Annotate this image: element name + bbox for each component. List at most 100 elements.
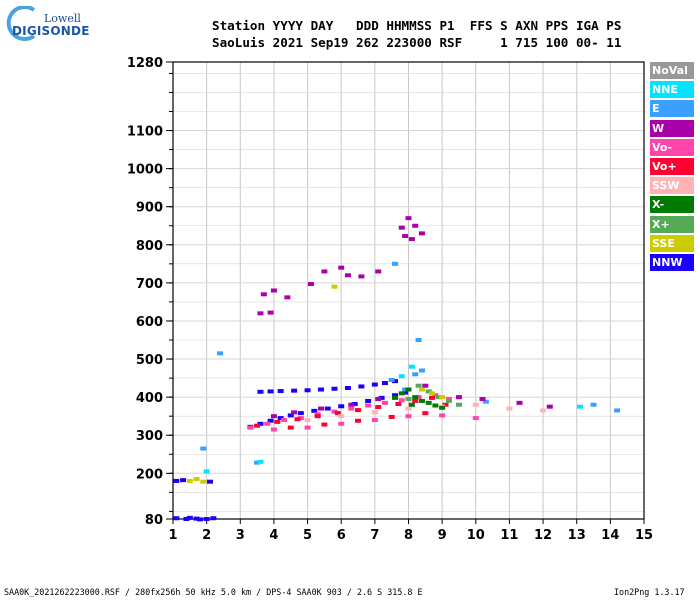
legend-item-x-: X- <box>650 196 694 214</box>
legend-item-nne: NNE <box>650 81 694 99</box>
point-w <box>479 397 486 402</box>
y-tick-label: 800 <box>136 239 163 254</box>
point-vo- <box>365 403 372 408</box>
point-vo- <box>398 398 405 403</box>
point-e <box>402 387 409 392</box>
point-nnw <box>392 379 399 384</box>
point-nnw <box>318 387 325 392</box>
point-ssw <box>371 410 378 415</box>
point-ssw <box>540 408 547 413</box>
point-nnw <box>351 401 358 406</box>
point-nnw <box>267 418 274 423</box>
point-vo- <box>429 395 436 400</box>
point-w <box>348 402 355 407</box>
point-nnw <box>186 515 193 520</box>
point-w <box>318 406 325 411</box>
point-vo- <box>321 422 328 427</box>
y-tick-label: 200 <box>136 467 163 482</box>
point-x- <box>425 400 432 405</box>
point-w <box>546 404 553 409</box>
point-vo- <box>304 425 311 430</box>
y-tick-label: 80 <box>145 513 163 528</box>
point-w <box>402 234 409 239</box>
point-w <box>418 231 425 236</box>
point-nnw <box>183 517 190 521</box>
point-w <box>267 310 274 315</box>
point-nnw <box>381 381 388 386</box>
point-w <box>260 292 267 297</box>
point-nnw <box>365 398 372 403</box>
point-sse <box>418 387 425 392</box>
point-w <box>375 397 382 402</box>
point-ssw <box>405 406 412 411</box>
point-nnw <box>277 389 284 394</box>
point-vo- <box>371 417 378 422</box>
point-vo- <box>442 402 449 407</box>
point-vo- <box>375 405 382 410</box>
footer-info: SAA0K_2021262223000.RSF / 280fx256h 50 k… <box>4 587 423 597</box>
point-w <box>270 414 277 419</box>
point-x- <box>455 402 462 407</box>
point-e <box>217 351 224 356</box>
point-x- <box>398 391 405 396</box>
point-w <box>321 269 328 274</box>
point-nnw <box>291 388 298 393</box>
point-sse <box>186 478 193 483</box>
point-vo- <box>415 395 422 400</box>
y-tick-label: 1000 <box>127 163 163 178</box>
point-nnw <box>257 389 264 394</box>
point-vo- <box>297 416 304 421</box>
x-tick-label: 8 <box>404 528 413 543</box>
point-nnw <box>193 516 200 521</box>
header-line-1: Station YYYY DAY DDD HHMMSS P1 FFS S AXN… <box>212 18 622 33</box>
point-x- <box>432 403 439 408</box>
point-e <box>388 377 395 382</box>
point-x- <box>439 405 446 410</box>
point-w <box>398 225 405 230</box>
point-vo- <box>270 427 277 432</box>
point-x- <box>408 402 415 407</box>
point-vo- <box>274 419 281 424</box>
point-vo- <box>381 400 388 405</box>
logo-arc-icon <box>6 6 36 41</box>
point-ssw <box>472 402 479 407</box>
footer-version: Ion2Png 1.3.17 <box>614 587 685 597</box>
x-tick-label: 5 <box>303 528 312 543</box>
point-w <box>257 311 264 316</box>
point-e <box>254 460 261 465</box>
y-tick-label: 700 <box>136 277 163 292</box>
point-w <box>422 383 429 388</box>
point-nnw <box>210 516 217 521</box>
point-vo- <box>355 418 362 423</box>
x-tick-label: 9 <box>438 528 447 543</box>
point-sse <box>429 391 436 396</box>
point-nnw <box>277 416 284 421</box>
point-nnw <box>203 517 210 521</box>
point-vo- <box>355 408 362 413</box>
point-x- <box>415 383 422 388</box>
point-x- <box>435 395 442 400</box>
point-vo- <box>281 417 288 422</box>
legend-item-ssw: SSW <box>650 177 694 195</box>
point-e <box>418 368 425 373</box>
point-nnw <box>257 421 264 426</box>
point-w <box>338 265 345 270</box>
point-x- <box>412 395 419 400</box>
legend-item-e: E <box>650 100 694 118</box>
logo-lowell-text: Lowell <box>44 12 81 25</box>
legend-item-vo-: Vo- <box>650 138 694 156</box>
point-w <box>455 395 462 400</box>
x-tick-label: 14 <box>601 528 619 543</box>
point-nnw <box>196 517 203 522</box>
point-w <box>405 216 412 221</box>
point-nnw <box>304 388 311 393</box>
point-ssw <box>338 414 345 419</box>
point-e <box>614 408 621 413</box>
point-nnw <box>267 389 274 394</box>
point-nne <box>203 469 210 474</box>
point-vo- <box>264 421 271 426</box>
point-nnw <box>378 395 385 400</box>
point-nnw <box>311 408 318 413</box>
point-x- <box>445 398 452 403</box>
point-vo- <box>422 411 429 416</box>
